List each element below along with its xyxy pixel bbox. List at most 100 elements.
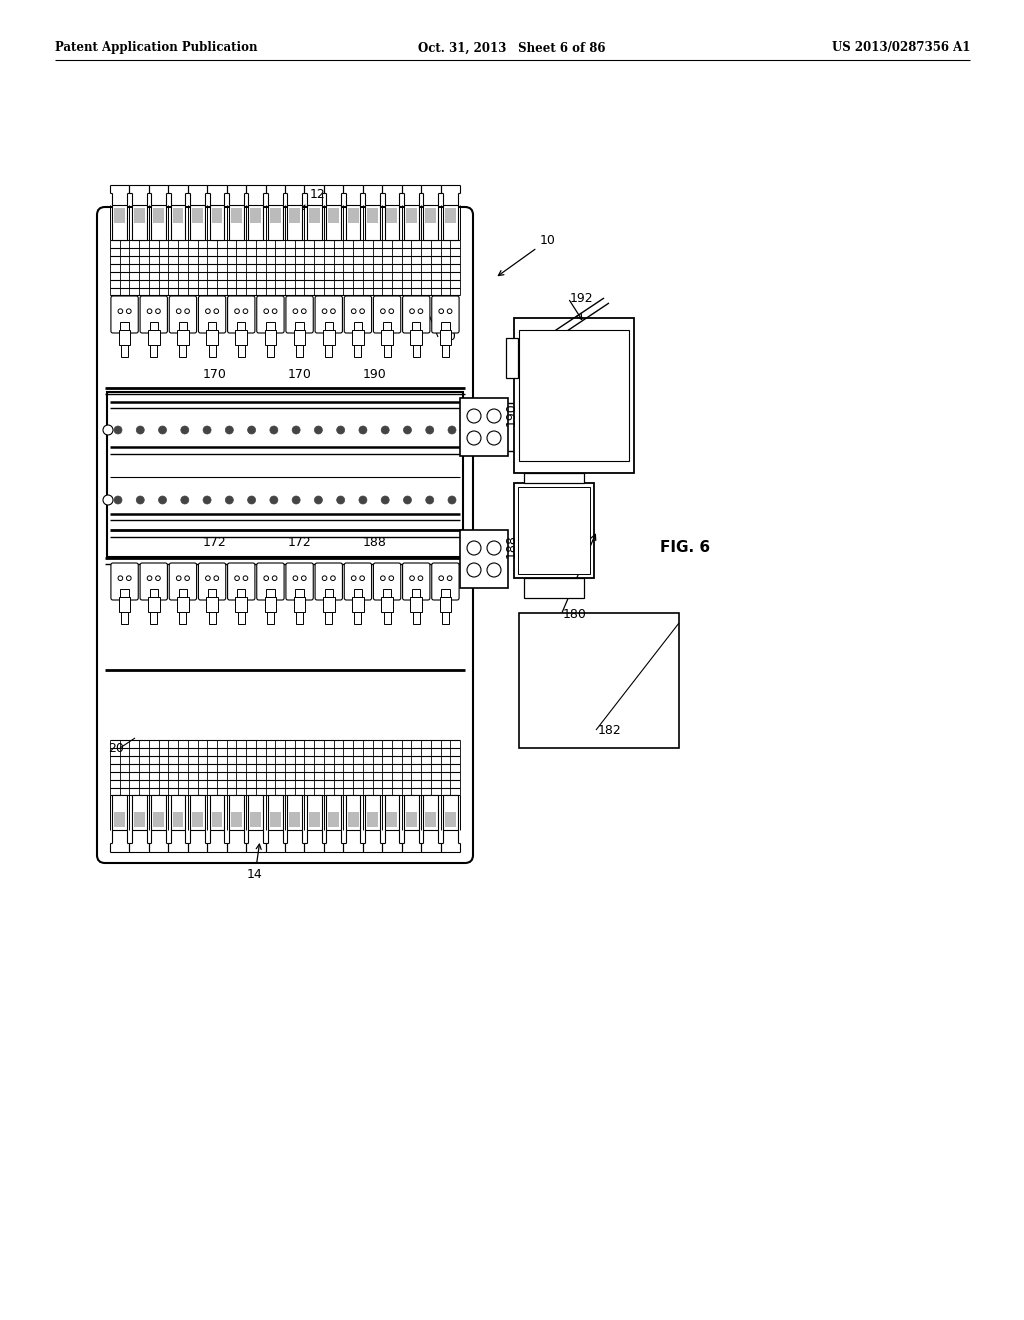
Circle shape	[159, 426, 167, 434]
Circle shape	[184, 309, 189, 314]
Circle shape	[314, 496, 323, 504]
Text: 180: 180	[563, 609, 587, 622]
Circle shape	[225, 496, 233, 504]
Bar	[443, 795, 458, 830]
Bar	[325, 322, 333, 330]
Bar	[439, 330, 452, 346]
FancyBboxPatch shape	[199, 296, 225, 333]
FancyBboxPatch shape	[111, 564, 138, 601]
Text: 172: 172	[288, 536, 312, 549]
Circle shape	[487, 541, 501, 554]
Circle shape	[301, 576, 306, 581]
Circle shape	[181, 496, 188, 504]
Bar	[412, 322, 421, 330]
Circle shape	[293, 576, 298, 581]
Bar	[381, 330, 393, 346]
Bar	[190, 205, 205, 240]
Circle shape	[418, 576, 423, 581]
Bar	[264, 330, 276, 346]
Circle shape	[337, 426, 345, 434]
Bar	[134, 812, 144, 828]
Bar	[173, 812, 183, 828]
Circle shape	[323, 309, 327, 314]
Bar	[295, 589, 304, 598]
Circle shape	[248, 426, 256, 434]
Circle shape	[381, 309, 385, 314]
Circle shape	[103, 495, 113, 506]
Circle shape	[206, 309, 210, 314]
Bar	[441, 322, 450, 330]
Text: 182: 182	[598, 723, 622, 737]
Bar	[514, 483, 594, 578]
Circle shape	[248, 496, 256, 504]
Bar	[346, 795, 360, 830]
Circle shape	[381, 426, 389, 434]
Bar	[113, 205, 127, 240]
Bar	[296, 345, 303, 356]
Bar	[132, 795, 146, 830]
Bar	[134, 209, 144, 223]
Circle shape	[206, 576, 210, 581]
FancyBboxPatch shape	[286, 564, 313, 601]
Circle shape	[467, 409, 481, 422]
Bar	[442, 345, 449, 356]
Text: 188: 188	[505, 535, 517, 558]
Circle shape	[487, 432, 501, 445]
Bar	[251, 209, 261, 223]
Text: Oct. 31, 2013  Sheet 6 of 86: Oct. 31, 2013 Sheet 6 of 86	[418, 41, 606, 54]
Bar	[353, 589, 362, 598]
FancyBboxPatch shape	[344, 296, 372, 333]
Bar	[151, 345, 158, 356]
Bar	[404, 795, 419, 830]
Bar	[190, 795, 205, 830]
Bar	[353, 322, 362, 330]
Bar	[328, 812, 339, 828]
Bar	[179, 589, 187, 598]
Bar	[406, 209, 417, 223]
Bar	[210, 795, 224, 830]
Bar	[288, 205, 302, 240]
Bar	[229, 795, 244, 830]
Circle shape	[359, 576, 365, 581]
Bar	[193, 209, 203, 223]
FancyBboxPatch shape	[169, 296, 197, 333]
Bar	[267, 611, 273, 624]
Bar	[294, 330, 305, 346]
Bar	[519, 612, 679, 748]
Bar	[152, 795, 166, 830]
Bar	[121, 611, 128, 624]
Bar	[308, 812, 319, 828]
Circle shape	[243, 576, 248, 581]
Text: 20: 20	[440, 330, 456, 343]
Bar	[308, 209, 319, 223]
Bar	[386, 812, 397, 828]
Circle shape	[272, 309, 276, 314]
Bar	[266, 589, 274, 598]
Circle shape	[301, 309, 306, 314]
Circle shape	[114, 426, 122, 434]
Bar	[424, 205, 438, 240]
Circle shape	[449, 496, 456, 504]
Circle shape	[359, 426, 367, 434]
FancyBboxPatch shape	[432, 564, 459, 601]
Bar	[236, 598, 247, 612]
Bar	[179, 611, 186, 624]
Circle shape	[487, 409, 501, 422]
Circle shape	[467, 432, 481, 445]
Circle shape	[214, 309, 218, 314]
Bar	[251, 812, 261, 828]
Bar	[177, 330, 188, 346]
Bar	[231, 812, 242, 828]
Circle shape	[292, 496, 300, 504]
Bar	[325, 589, 333, 598]
Bar	[173, 209, 183, 223]
Bar	[524, 578, 584, 598]
Bar	[231, 209, 242, 223]
Bar	[113, 795, 127, 830]
Circle shape	[351, 576, 356, 581]
Bar	[249, 795, 263, 830]
Bar	[147, 598, 160, 612]
Circle shape	[270, 426, 278, 434]
Bar	[209, 345, 216, 356]
Bar	[289, 812, 300, 828]
